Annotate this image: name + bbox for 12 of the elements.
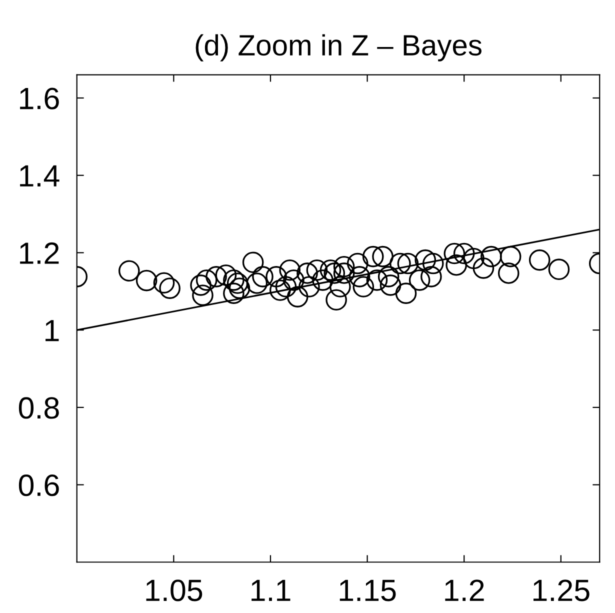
y-tick-label: 1.6 [20,88,59,110]
y-tick-label: 0.8 [18,397,59,419]
x-tick-label: 1.25 [534,580,590,602]
x-tick-label: 1.05 [146,580,202,602]
x-tick-label: 1.2 [445,580,484,601]
x-tick-label: 1.15 [340,580,396,602]
y-tick-label: 1 [46,320,59,342]
y-tick-label: 1.2 [20,242,59,264]
x-tick-label: 1.1 [252,580,290,601]
y-tick-label: 1.4 [20,165,60,186]
y-tick-label: 0.6 [18,474,59,496]
chart-title: (d) Zoom in Z – Bayes [196,34,482,62]
